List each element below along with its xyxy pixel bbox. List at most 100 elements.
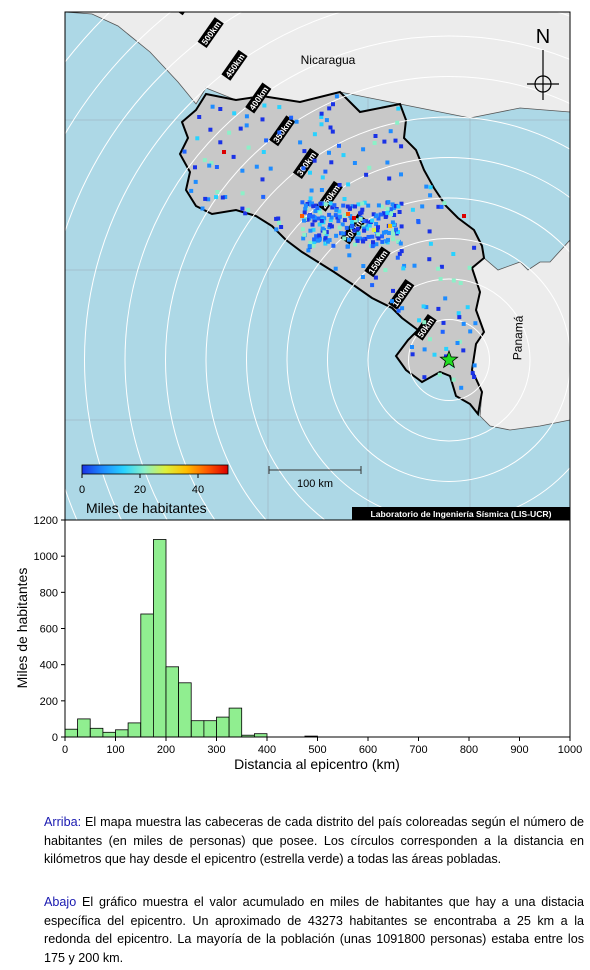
district-marker: [333, 213, 338, 218]
district-marker: [319, 115, 324, 119]
district-marker: [333, 266, 338, 271]
district-marker: [202, 158, 207, 163]
district-marker: [319, 218, 324, 223]
district-marker: [391, 237, 396, 242]
district-marker: [457, 315, 462, 320]
district-marker: [436, 266, 441, 271]
y-tick-label: 400: [40, 660, 58, 672]
district-marker: [461, 321, 466, 326]
district-marker: [410, 352, 415, 357]
district-marker: [376, 203, 381, 208]
district-marker: [398, 241, 403, 246]
district-marker: [350, 223, 355, 228]
district-marker: [329, 215, 334, 220]
district-marker: [317, 222, 322, 227]
district-marker: [357, 236, 362, 241]
district-marker: [323, 169, 328, 174]
distance-ring: [165, 76, 570, 520]
district-marker: [356, 231, 361, 236]
district-marker: [372, 228, 376, 232]
district-marker: [336, 219, 341, 224]
district-marker: [337, 225, 342, 230]
x-tick-label: 500: [308, 744, 326, 756]
district-marker: [472, 245, 477, 250]
histogram-bar: [127, 722, 142, 738]
district-marker: [330, 205, 335, 210]
district-marker: [355, 226, 360, 231]
district-marker: [352, 216, 356, 220]
caption-bottom-lead: Abajo: [44, 895, 77, 909]
district-marker: [318, 201, 323, 206]
district-marker: [244, 114, 249, 119]
district-marker: [327, 212, 332, 217]
district-marker: [337, 143, 341, 148]
district-marker: [376, 236, 381, 241]
district-marker: [396, 308, 401, 313]
district-marker: [210, 104, 215, 109]
district-marker: [324, 230, 329, 235]
district-marker: [315, 238, 320, 243]
district-marker: [383, 268, 388, 272]
district-marker: [361, 237, 366, 242]
district-marker: [347, 237, 351, 242]
district-marker: [327, 238, 332, 243]
district-marker: [399, 172, 403, 177]
district-marker: [303, 206, 308, 211]
district-marker: [308, 240, 313, 245]
district-marker: [375, 228, 380, 233]
district-marker: [364, 172, 369, 177]
district-marker: [260, 177, 265, 182]
histogram-bar: [64, 728, 79, 738]
district-marker: [381, 230, 386, 235]
distance-ring: [124, 35, 570, 520]
district-marker: [386, 237, 390, 242]
district-marker: [317, 208, 322, 213]
district-marker: [294, 119, 299, 124]
colorbar-tick: 0: [79, 484, 85, 496]
district-marker: [310, 201, 314, 206]
district-marker: [334, 208, 339, 213]
district-marker: [268, 166, 273, 171]
distance-ring: [367, 278, 531, 442]
country-label-nicaragua: Nicaragua: [301, 53, 356, 67]
district-marker: [371, 212, 376, 217]
district-marker: [214, 165, 219, 169]
district-marker: [313, 203, 318, 208]
district-marker: [449, 364, 454, 369]
north-arrow: N: [527, 26, 559, 100]
district-marker: [323, 236, 328, 241]
district-marker: [427, 229, 432, 234]
country-label-panama: Panamá: [510, 315, 526, 360]
district-marker: [279, 225, 284, 229]
district-marker: [443, 296, 448, 301]
district-marker: [428, 185, 433, 190]
district-marker: [308, 196, 313, 201]
district-marker: [358, 216, 363, 221]
district-marker: [360, 275, 365, 279]
district-marker: [472, 375, 477, 379]
district-marker: [352, 228, 357, 233]
district-marker: [376, 225, 380, 230]
district-marker: [436, 204, 441, 209]
y-tick-label: 1000: [34, 551, 58, 563]
x-tick-label: 800: [460, 744, 478, 756]
district-marker: [366, 235, 371, 239]
district-marker: [346, 182, 351, 187]
district-marker: [301, 236, 306, 241]
district-marker: [399, 144, 404, 149]
district-marker: [337, 183, 342, 187]
district-marker: [424, 184, 429, 189]
district-marker: [200, 206, 205, 211]
district-marker: [388, 224, 392, 228]
district-marker: [397, 251, 402, 256]
district-marker: [422, 375, 427, 380]
district-marker: [303, 203, 308, 208]
district-marker: [315, 206, 320, 210]
district-marker: [323, 202, 328, 207]
district-marker: [381, 211, 386, 216]
district-marker: [317, 233, 322, 238]
district-marker: [322, 230, 327, 235]
histogram-bar: [216, 716, 230, 738]
district-marker: [340, 222, 345, 227]
district-marker: [390, 299, 394, 304]
